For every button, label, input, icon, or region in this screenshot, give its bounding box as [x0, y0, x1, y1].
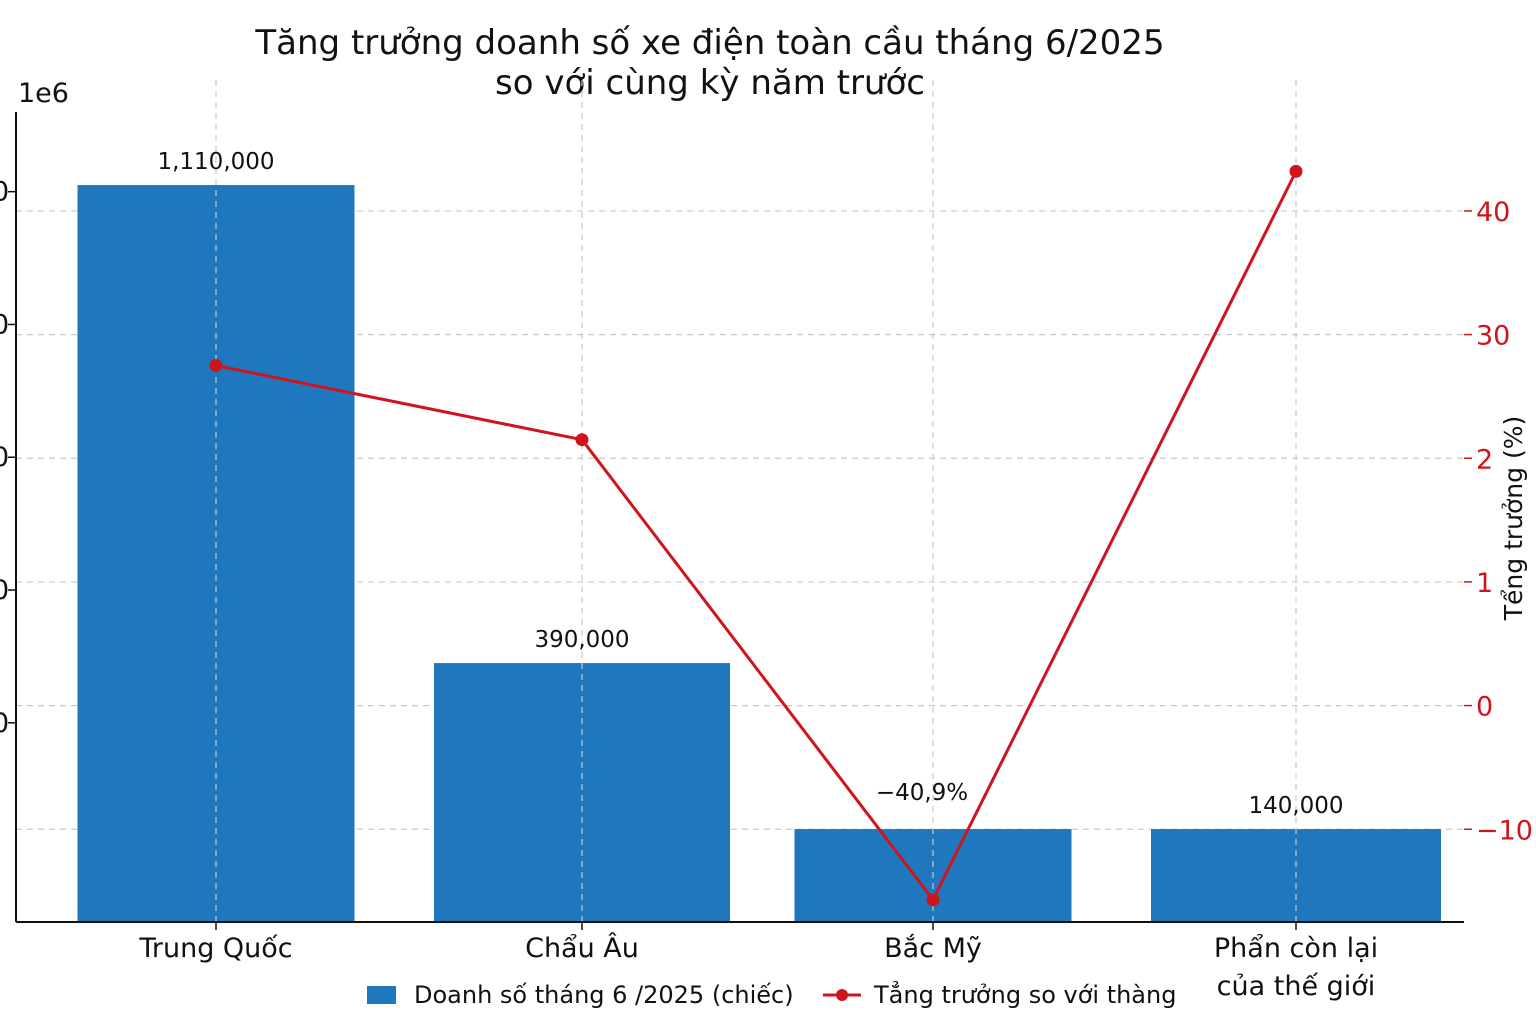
bar-data-label-2: −40,9%: [876, 780, 968, 806]
right-axis-tick-label-4: 30: [1476, 321, 1510, 352]
growth-point-3: [1289, 164, 1303, 178]
right-axis-tick-label-1: 0: [1476, 692, 1493, 723]
right-axis-tick-label-0: −10: [1476, 815, 1533, 846]
left-axis-tick-label-1: 0: [0, 575, 9, 606]
left-axis-offset-label: 1e6: [18, 78, 69, 109]
right-axis-tick-label-3: 2: [1476, 444, 1493, 475]
bar-data-label-0: 1,110,000: [157, 149, 274, 175]
left-axis-tick-label-3: 0: [0, 309, 9, 340]
category-label-2-line-0: Bắc Mỹ: [884, 933, 982, 964]
chart-title-line-1: Tăng trưởng doanh số xe điện toàn cầu th…: [254, 23, 1164, 63]
chart-title-line-2: so với cùng kỳ năm trước: [495, 63, 925, 103]
legend-line-marker: [836, 989, 848, 1001]
left-axis-tick-label-4: 0: [0, 177, 9, 208]
right-axis-tick-label-5: 40: [1476, 197, 1510, 228]
bar-1: [434, 663, 730, 922]
growth-line: [214, 169, 1298, 902]
growth-point-0: [209, 359, 223, 373]
growth-point-1: [575, 433, 589, 447]
left-axis-tick-label-0: 0: [0, 708, 9, 739]
growth-point-2: [926, 893, 940, 907]
category-label-3-line-0: Phẩn còn lại: [1214, 933, 1378, 964]
left-axis-tick-label-2: 0: [0, 442, 9, 473]
legend-bar-label: Doanh số tháng 6 /2025 (chiếc): [414, 981, 794, 1009]
category-label-1-line-0: Chẩu Âu: [525, 932, 639, 964]
legend-line-label: Tẳng trưởng so với thàng: [873, 980, 1176, 1009]
legend-bar-swatch: [367, 986, 396, 1004]
category-label-0-line-0: Trung Quốc: [138, 933, 292, 964]
bar-data-label-3: 140,000: [1248, 793, 1343, 819]
right-axis-label: Tểng trưởng (%): [1499, 416, 1528, 621]
right-axis-tick-label-2: 1: [1476, 568, 1493, 599]
category-label-3-line-1: của thế giới: [1217, 971, 1376, 1002]
bar-data-label-1: 390,000: [534, 627, 629, 653]
